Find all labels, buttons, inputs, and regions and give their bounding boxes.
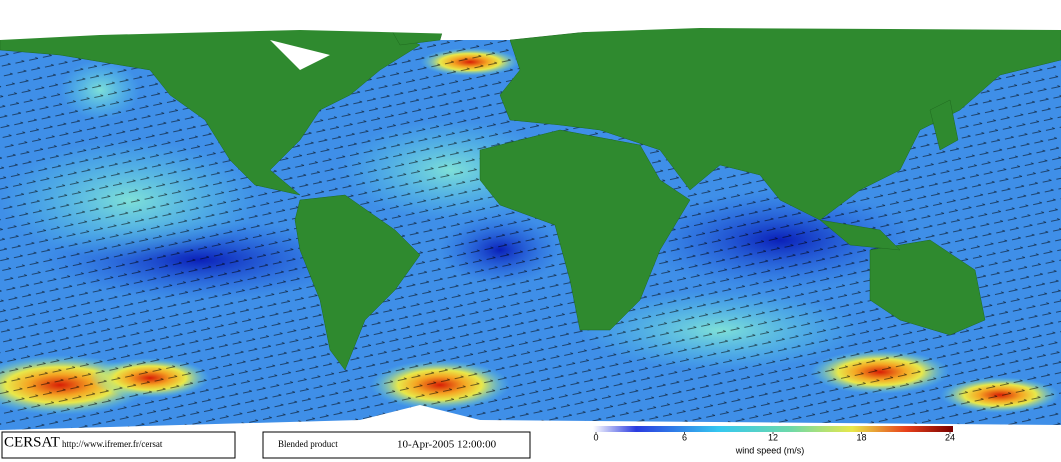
colorbar <box>593 426 953 432</box>
colorbar-tick-label: 12 <box>768 432 778 442</box>
footer: CERSAT http://www.ifremer.fr/cersat Blen… <box>1 426 953 459</box>
credit-box <box>1 431 236 459</box>
product-label: Blended product <box>278 439 338 449</box>
colorbar-tick-label: 24 <box>945 432 955 442</box>
colorbar-label: wind speed (m/s) <box>735 445 805 455</box>
colorbar-tick-label: 18 <box>856 432 866 442</box>
product-date: 10-Apr-2005 12:00:00 <box>397 439 497 451</box>
colorbar-tick-label: 6 <box>682 432 687 442</box>
credit-url: http://www.ifremer.fr/cersat <box>62 439 163 449</box>
credit-name: CERSAT <box>4 434 60 450</box>
product-box <box>262 431 531 459</box>
colorbar-tick-label: 0 <box>593 432 598 442</box>
